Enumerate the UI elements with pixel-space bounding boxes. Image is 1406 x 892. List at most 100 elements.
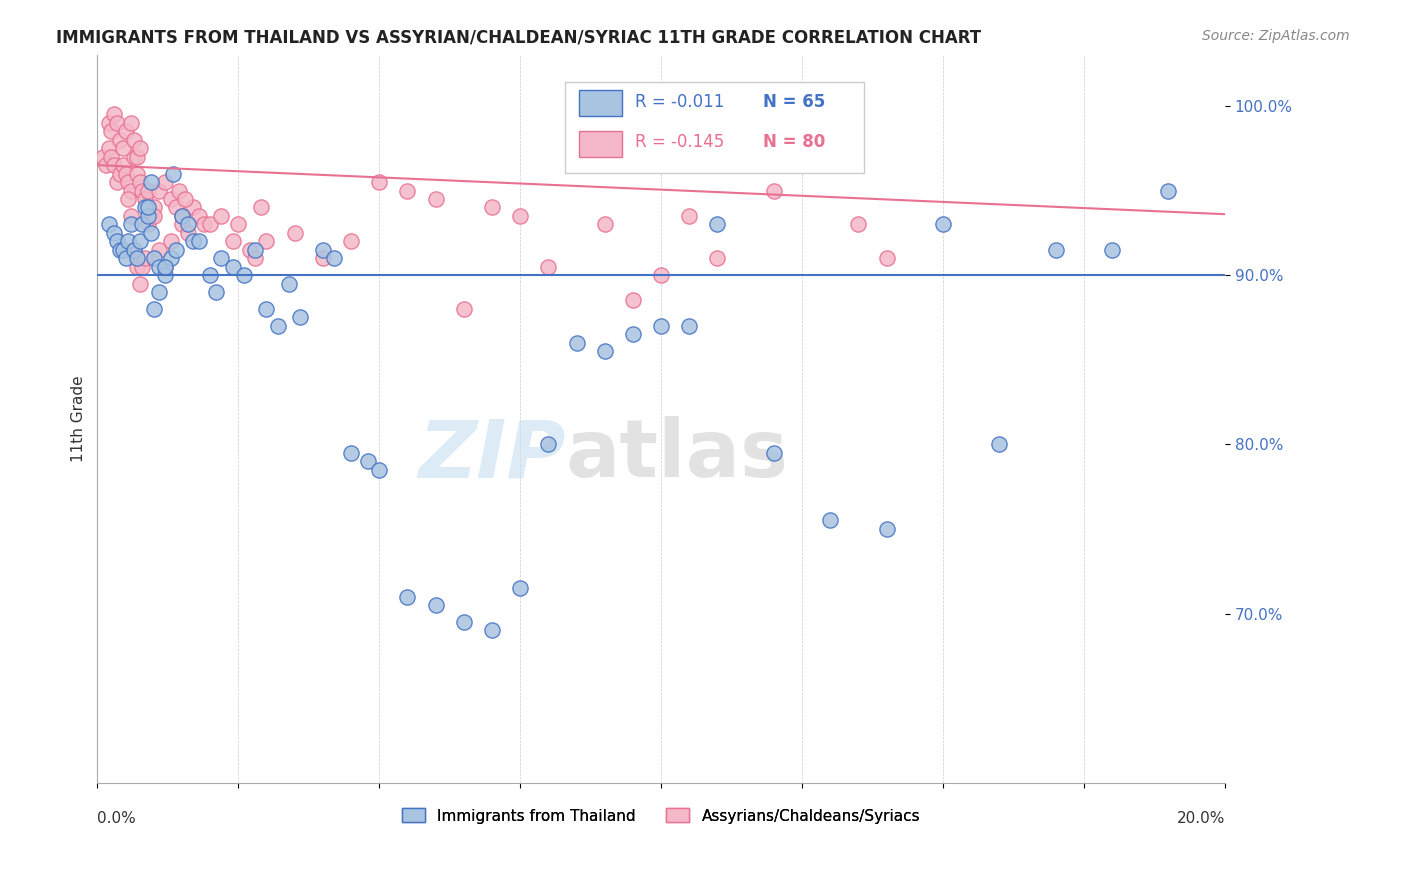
Point: [368, 175, 391, 189]
Text: IMMIGRANTS FROM THAILAND VS ASSYRIAN/CHALDEAN/SYRIAC 11TH GRADE CORRELATION CHAR: IMMIGRANTS FROM THAILAND VS ASSYRIAN/CHA…: [56, 29, 981, 46]
Point: [108, 167, 131, 181]
Point: [170, 209, 193, 223]
Point: [204, 285, 226, 299]
Point: [678, 209, 700, 223]
Text: Source: ZipAtlas.com: Source: ZipAtlas.com: [1202, 29, 1350, 43]
Point: [117, 175, 139, 189]
Point: [91, 150, 114, 164]
Point: [267, 318, 290, 333]
Point: [762, 184, 785, 198]
Point: [509, 581, 531, 595]
Point: [117, 234, 139, 248]
Point: [122, 150, 145, 164]
Point: [97, 141, 120, 155]
Point: [198, 268, 221, 282]
Point: [120, 116, 142, 130]
Point: [396, 590, 419, 604]
Point: [256, 234, 278, 248]
Point: [621, 293, 644, 308]
Point: [245, 243, 267, 257]
Point: [1101, 243, 1123, 257]
Point: [108, 243, 131, 257]
Point: [114, 167, 136, 181]
FancyBboxPatch shape: [579, 131, 621, 157]
Point: [105, 175, 128, 189]
Point: [103, 226, 125, 240]
Point: [312, 243, 335, 257]
Point: [103, 107, 125, 121]
Point: [125, 167, 148, 181]
Point: [134, 201, 156, 215]
Point: [111, 141, 134, 155]
Point: [256, 301, 278, 316]
Point: [105, 116, 128, 130]
Y-axis label: 11th Grade: 11th Grade: [72, 376, 86, 462]
Point: [136, 209, 159, 223]
Point: [170, 209, 193, 223]
FancyBboxPatch shape: [579, 90, 621, 116]
Point: [193, 218, 215, 232]
Point: [136, 218, 159, 232]
Point: [125, 260, 148, 274]
Point: [139, 175, 162, 189]
Point: [537, 260, 560, 274]
Point: [181, 201, 204, 215]
Point: [509, 209, 531, 223]
Point: [340, 446, 363, 460]
Point: [312, 251, 335, 265]
Point: [481, 624, 503, 638]
Point: [136, 201, 159, 215]
Point: [706, 218, 728, 232]
Point: [117, 192, 139, 206]
Point: [170, 218, 193, 232]
Point: [114, 124, 136, 138]
Point: [136, 184, 159, 198]
Point: [678, 318, 700, 333]
Point: [153, 175, 176, 189]
Text: N = 65: N = 65: [762, 93, 825, 111]
Text: 20.0%: 20.0%: [1177, 811, 1225, 826]
Point: [176, 226, 198, 240]
Point: [988, 437, 1011, 451]
Point: [165, 243, 187, 257]
Text: 0.0%: 0.0%: [97, 811, 136, 826]
Point: [131, 184, 153, 198]
Point: [125, 251, 148, 265]
Point: [357, 454, 380, 468]
Point: [245, 251, 267, 265]
Point: [125, 150, 148, 164]
Point: [593, 344, 616, 359]
Point: [209, 209, 232, 223]
Point: [142, 209, 165, 223]
Point: [134, 251, 156, 265]
Point: [198, 218, 221, 232]
Point: [425, 598, 447, 612]
Point: [120, 209, 142, 223]
Point: [226, 218, 249, 232]
Point: [221, 234, 243, 248]
Point: [148, 184, 170, 198]
Point: [340, 234, 363, 248]
Point: [142, 301, 165, 316]
Point: [1045, 243, 1067, 257]
Point: [396, 184, 419, 198]
Point: [139, 209, 162, 223]
Point: [481, 201, 503, 215]
Point: [368, 463, 391, 477]
Point: [105, 234, 128, 248]
Point: [848, 218, 870, 232]
Text: R = -0.011: R = -0.011: [636, 93, 724, 111]
Point: [187, 234, 209, 248]
Point: [565, 335, 588, 350]
Point: [142, 251, 165, 265]
Point: [187, 209, 209, 223]
Point: [278, 277, 301, 291]
Point: [593, 218, 616, 232]
Point: [114, 251, 136, 265]
Point: [818, 513, 841, 527]
Point: [122, 243, 145, 257]
Point: [103, 158, 125, 172]
Point: [932, 218, 955, 232]
Point: [232, 268, 254, 282]
Point: [1157, 184, 1180, 198]
